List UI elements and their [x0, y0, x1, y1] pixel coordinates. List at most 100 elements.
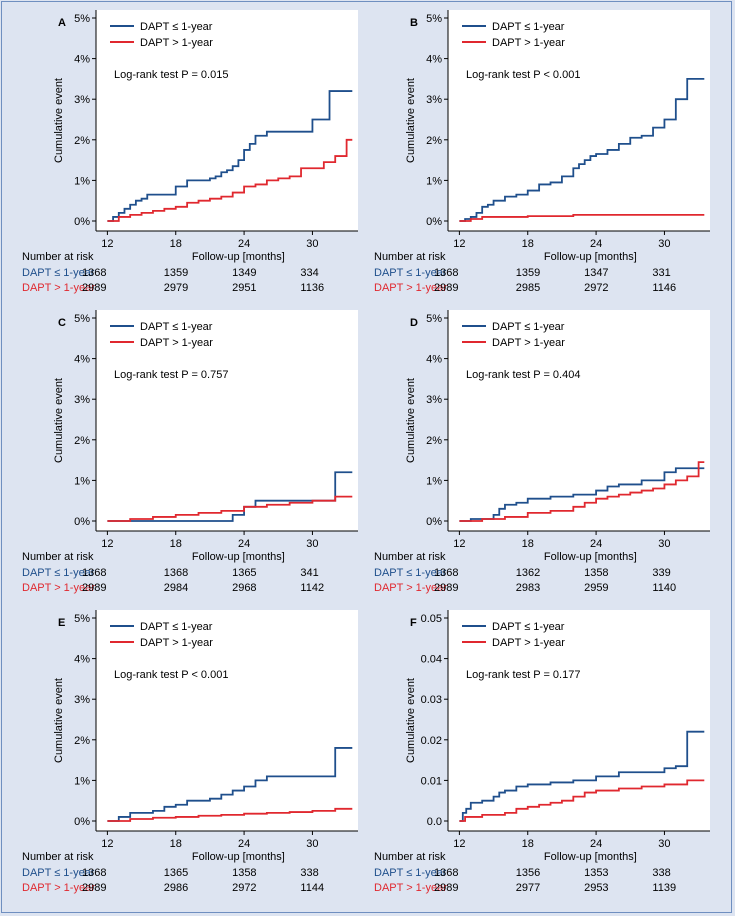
risk-value: 1139 [652, 882, 676, 894]
x-tick-label: 30 [658, 238, 670, 250]
y-tick-label: 0.04 [421, 654, 442, 666]
y-tick-label: 0.0 [427, 816, 442, 828]
risk-value: 2984 [164, 582, 188, 594]
legend-entry: DAPT > 1-year [140, 37, 213, 49]
x-tick-label: 12 [101, 838, 113, 850]
y-tick-label: 5% [74, 613, 90, 625]
risk-row-label: DAPT > 1-year [374, 882, 447, 894]
y-tick-label: 2% [74, 435, 90, 447]
risk-row-label: DAPT > 1-year [374, 582, 447, 594]
y-tick-label: 1% [426, 475, 442, 487]
series-line-dapt-short [107, 747, 353, 822]
chart-panel-c: C 0% 1% 2% 3% 4% 5% Cumulative event 12 18 24 30 Fol… [22, 310, 358, 594]
chart-panel-d: D 0% 1% 2% 3% 4% 5% Cumulative event 12 18 24 30 Fol… [374, 310, 710, 594]
risk-table-title: Number at risk [374, 551, 446, 563]
legend-entry: DAPT ≤ 1-year [492, 21, 565, 33]
y-tick-label: 4% [74, 354, 90, 366]
risk-value: 1146 [652, 282, 676, 294]
logrank-annotation: Log-rank test P = 0.404 [466, 369, 580, 381]
risk-value: 1365 [232, 567, 256, 579]
risk-value: 1353 [584, 867, 608, 879]
y-tick-label: 2% [74, 735, 90, 747]
risk-value: 338 [652, 867, 670, 879]
risk-table-title: Number at risk [22, 851, 94, 863]
risk-table-title: Number at risk [374, 851, 446, 863]
risk-value: 2959 [584, 582, 608, 594]
logrank-annotation: Log-rank test P = 0.757 [114, 369, 228, 381]
x-axis-title: Follow-up [months] [192, 551, 285, 563]
logrank-annotation: Log-rank test P < 0.001 [466, 69, 580, 81]
y-tick-label: 0% [426, 216, 442, 228]
x-tick-label: 24 [590, 838, 602, 850]
risk-value: 2989 [82, 282, 106, 294]
risk-row-label: DAPT ≤ 1-year [22, 867, 95, 879]
risk-value: 2989 [82, 582, 106, 594]
x-tick-label: 24 [590, 238, 602, 250]
risk-value: 1356 [516, 867, 540, 879]
risk-value: 1368 [82, 267, 106, 279]
series-line-dapt-long [107, 807, 353, 822]
panel-label: C [58, 317, 66, 329]
y-axis-title: Cumulative event [53, 378, 65, 463]
x-tick-label: 24 [238, 238, 250, 250]
y-tick-label: 1% [74, 175, 90, 187]
y-tick-label: 0% [74, 816, 90, 828]
y-tick-label: 2% [74, 135, 90, 147]
y-axis-title: Cumulative event [405, 378, 417, 463]
x-axis-title: Follow-up [months] [192, 251, 285, 263]
series-line-dapt-long [107, 495, 353, 522]
risk-value: 2989 [434, 282, 458, 294]
x-tick-label: 30 [658, 538, 670, 550]
risk-table-title: Number at risk [22, 551, 94, 563]
risk-value: 1368 [82, 867, 106, 879]
risk-value: 339 [652, 567, 670, 579]
y-tick-label: 1% [426, 175, 442, 187]
y-axis-title: Cumulative event [53, 678, 65, 763]
series-line-dapt-long [459, 461, 705, 522]
y-tick-label: 4% [426, 354, 442, 366]
risk-table-title: Number at risk [374, 251, 446, 263]
legend-entry: DAPT ≤ 1-year [492, 321, 565, 333]
risk-value: 1136 [300, 282, 324, 294]
x-tick-label: 12 [453, 538, 465, 550]
risk-value: 1362 [516, 567, 540, 579]
risk-row-label: DAPT > 1-year [22, 882, 95, 894]
y-tick-label: 3% [74, 694, 90, 706]
y-tick-label: 4% [74, 654, 90, 666]
y-tick-label: 1% [74, 775, 90, 787]
risk-value: 1144 [300, 882, 324, 894]
series-line-dapt-long [107, 138, 353, 222]
risk-value: 1142 [300, 582, 324, 594]
y-tick-label: 3% [426, 394, 442, 406]
x-tick-label: 24 [238, 538, 250, 550]
risk-value: 341 [300, 567, 318, 579]
x-tick-label: 12 [101, 538, 113, 550]
risk-value: 1368 [434, 867, 458, 879]
series-line-dapt-long [459, 779, 705, 822]
y-tick-label: 0% [74, 516, 90, 528]
y-tick-label: 0% [74, 216, 90, 228]
plot-area [448, 10, 710, 231]
legend-entry: DAPT ≤ 1-year [492, 621, 565, 633]
legend-entry: DAPT > 1-year [140, 337, 213, 349]
plot-area [96, 610, 358, 831]
x-axis-title: Follow-up [months] [544, 851, 637, 863]
risk-value: 2953 [584, 882, 608, 894]
x-axis-title: Follow-up [months] [544, 251, 637, 263]
y-tick-label: 3% [74, 94, 90, 106]
risk-value: 2986 [164, 882, 188, 894]
y-tick-label: 0.01 [421, 775, 442, 787]
legend-entry: DAPT > 1-year [140, 637, 213, 649]
y-tick-label: 0% [426, 516, 442, 528]
series-line-dapt-short [459, 467, 705, 522]
x-axis-title: Follow-up [months] [192, 851, 285, 863]
panel-label: B [410, 17, 418, 29]
risk-value: 2972 [584, 282, 608, 294]
x-tick-label: 24 [238, 838, 250, 850]
y-tick-label: 5% [74, 313, 90, 325]
risk-row-label: DAPT > 1-year [22, 582, 95, 594]
y-tick-label: 3% [74, 394, 90, 406]
legend-entry: DAPT > 1-year [492, 637, 565, 649]
series-line-dapt-long [459, 214, 705, 222]
y-tick-label: 0.02 [421, 735, 442, 747]
